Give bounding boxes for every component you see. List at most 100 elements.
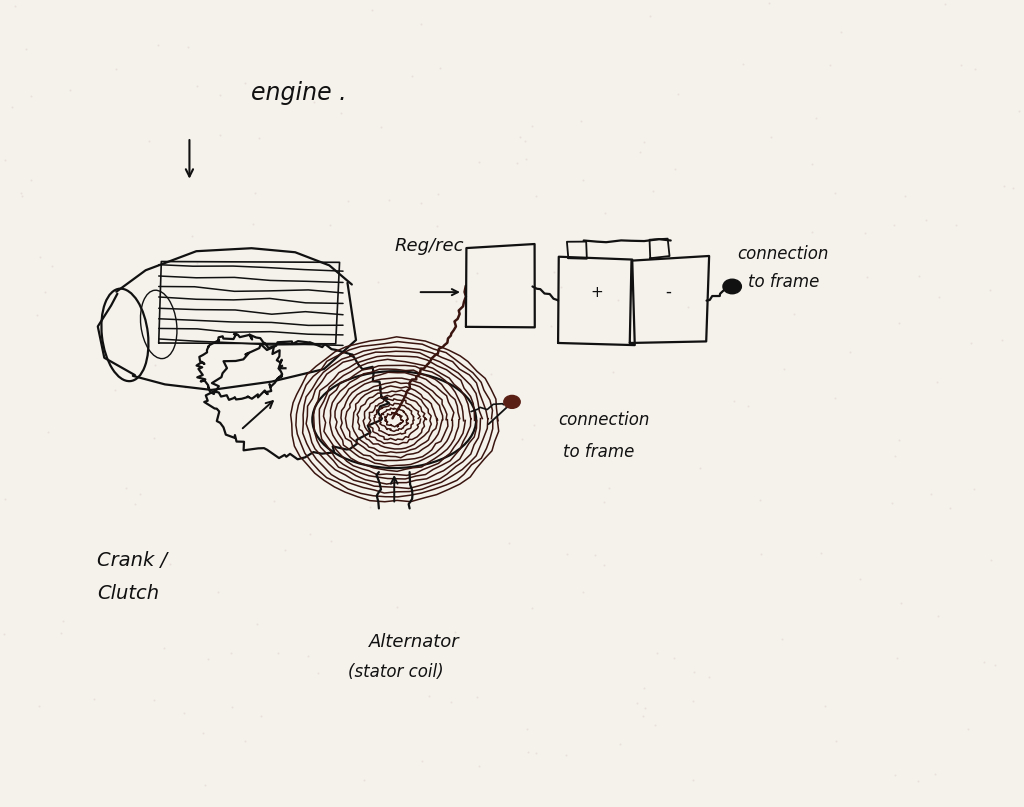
Point <box>596 495 612 508</box>
Point <box>469 267 485 280</box>
Text: to frame: to frame <box>748 274 819 291</box>
Point <box>982 283 998 296</box>
Point <box>501 537 517 550</box>
Point <box>735 57 752 70</box>
Point <box>649 646 666 659</box>
Point <box>55 614 72 627</box>
Point <box>146 358 163 371</box>
Text: engine .: engine . <box>251 81 346 105</box>
Point <box>887 449 903 462</box>
Text: Crank /: Crank / <box>97 551 167 571</box>
Point <box>432 61 449 74</box>
Point <box>389 601 406 614</box>
Point <box>753 547 769 560</box>
Point <box>471 155 487 168</box>
Point <box>528 189 545 202</box>
Point <box>857 227 873 240</box>
Point <box>601 481 617 494</box>
Point <box>692 462 709 475</box>
Point <box>826 392 843 405</box>
Point <box>429 220 445 232</box>
Point <box>852 572 868 585</box>
Point <box>212 88 228 101</box>
Point <box>4 101 20 114</box>
Point <box>346 658 362 671</box>
Point <box>344 441 360 454</box>
Point <box>942 501 958 514</box>
Point <box>775 363 792 376</box>
Circle shape <box>723 279 741 294</box>
Point <box>635 681 651 694</box>
Point <box>1005 182 1021 194</box>
Point <box>596 207 612 220</box>
Point <box>127 498 143 511</box>
Point <box>223 701 240 714</box>
Point <box>23 90 39 102</box>
Point <box>31 699 47 712</box>
Point <box>270 646 287 659</box>
Point <box>469 691 485 704</box>
Text: to frame: to frame <box>563 443 635 461</box>
Point <box>276 544 293 557</box>
Point <box>684 774 700 787</box>
Point <box>509 157 525 170</box>
Point <box>897 190 913 203</box>
Point <box>891 433 907 446</box>
Text: connection: connection <box>737 245 828 263</box>
Point <box>518 152 535 165</box>
Point <box>543 319 559 332</box>
Point <box>377 368 393 381</box>
Point <box>786 307 803 320</box>
Point <box>959 722 976 735</box>
Point <box>413 197 429 210</box>
Point <box>527 747 544 760</box>
Text: Alternator: Alternator <box>369 633 460 650</box>
Point <box>414 755 430 767</box>
Point <box>340 195 356 208</box>
Point <box>517 135 534 148</box>
Point <box>184 229 201 242</box>
Point <box>188 257 205 270</box>
Point <box>414 18 430 31</box>
Point <box>446 625 463 638</box>
Point <box>177 382 194 395</box>
Point <box>246 218 262 231</box>
Point <box>887 768 903 781</box>
Point <box>238 735 254 748</box>
Point <box>196 726 212 739</box>
Text: Reg/rec: Reg/rec <box>394 237 464 255</box>
Point <box>253 709 269 722</box>
Point <box>752 493 768 506</box>
Point <box>44 260 60 273</box>
Point <box>579 441 595 454</box>
Point <box>299 650 315 663</box>
Point <box>684 695 700 708</box>
Point <box>774 633 791 646</box>
Point <box>180 40 197 53</box>
Point <box>106 384 123 397</box>
Point <box>572 115 589 128</box>
Point <box>859 270 876 283</box>
Point <box>927 767 943 780</box>
Point <box>1012 104 1024 117</box>
Point <box>983 554 999 567</box>
Point <box>952 59 969 72</box>
Point <box>403 69 420 82</box>
Point <box>610 293 627 306</box>
Point <box>210 586 226 599</box>
Point <box>200 652 216 665</box>
Point <box>266 495 283 508</box>
Point <box>0 153 13 166</box>
Point <box>29 309 45 322</box>
Point <box>637 701 653 714</box>
Point <box>13 190 30 203</box>
Point <box>0 627 12 640</box>
Point <box>620 337 636 350</box>
Point <box>813 546 829 559</box>
Point <box>482 368 499 381</box>
Point <box>222 646 239 659</box>
Point <box>146 693 163 706</box>
Point <box>108 62 124 75</box>
Text: connection: connection <box>558 411 649 429</box>
Point <box>987 659 1004 671</box>
